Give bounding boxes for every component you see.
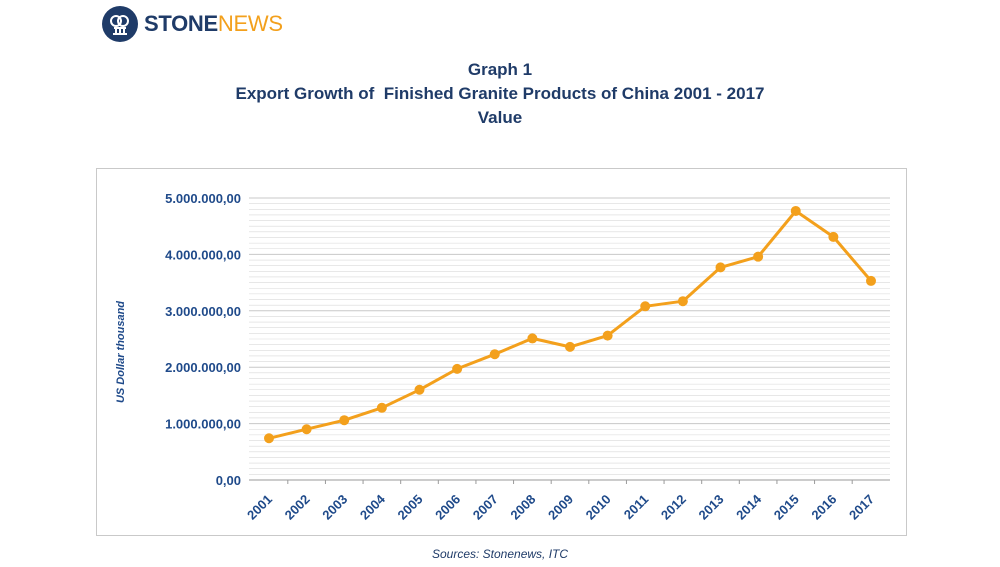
logo-wordmark-news: NEWS [217, 11, 283, 36]
y-tick-label: 1.000.000,00 [165, 417, 241, 432]
x-tick-label: 2013 [696, 492, 727, 523]
data-point [339, 415, 350, 426]
graph-number: Graph 1 [467, 60, 533, 79]
x-tick-label: 2009 [545, 492, 576, 523]
data-point [489, 349, 500, 360]
source-note: Sources: Stonenews, ITC [431, 547, 569, 561]
y-tick-labels: 0,00 1.000.000,00 2.000.000,00 3.000.000,00… [165, 191, 241, 488]
chart-title: Export Growth of Finished Granite Produc… [235, 84, 765, 103]
x-tick-label: 2011 [621, 492, 652, 523]
y-tick-label: 5.000.000,00 [165, 191, 241, 206]
data-point [301, 424, 312, 435]
x-tick-labels: 2001 2002 2003 2004 2005 2006 2007 2008 2009 2010… [244, 491, 877, 523]
series-revenue [264, 205, 876, 444]
x-tick-label: 2016 [808, 492, 839, 523]
x-tick-label: 2010 [583, 492, 614, 523]
data-point [602, 330, 613, 341]
data-point [565, 341, 575, 352]
y-tick-label: 2.000.000,00 [165, 360, 241, 375]
x-tick-label: 2006 [432, 492, 463, 523]
stonenews-logo-icon [102, 6, 138, 42]
chart-heading: Graph 1 Export Growth of Finished Granit… [0, 58, 1000, 130]
data-point [264, 433, 274, 444]
x-tick-label: 2012 [658, 492, 689, 523]
data-point [753, 251, 764, 262]
y-tick-label: 3.000.000,00 [165, 304, 241, 319]
x-tick-label: 2007 [470, 492, 501, 523]
x-tick-label: 2017 [846, 492, 877, 523]
data-point [452, 363, 463, 374]
data-point [715, 262, 726, 273]
axes [249, 479, 890, 484]
x-tick-label: 2005 [395, 492, 426, 523]
data-point [866, 275, 876, 286]
data-point [828, 231, 839, 242]
series-line [268, 209, 873, 440]
x-tick-label: 2014 [733, 491, 765, 523]
x-tick-label: 2001 [244, 492, 275, 523]
y-tick-label: 0,00 [216, 473, 241, 488]
data-point [640, 301, 651, 312]
x-tick-label: 2004 [357, 491, 389, 523]
grid-lines [249, 197, 890, 475]
x-tick-label: 2015 [771, 492, 802, 523]
x-tick-label: 2003 [319, 492, 350, 523]
stonenews-logo[interactable]: STONENEWS [102, 6, 283, 42]
logo-wordmark-stone: STONE [144, 11, 218, 36]
data-point [414, 384, 425, 395]
logo-wordmark: STONENEWS [144, 13, 283, 35]
x-tick-label: 2008 [507, 492, 538, 523]
data-point [527, 333, 538, 344]
data-point [677, 296, 688, 307]
chart-frame: 0,00 1.000.000,00 2.000.000,00 3.000.000,00… [96, 168, 907, 536]
x-tick-label: 2002 [282, 492, 313, 523]
chart-subtitle: Value [477, 108, 523, 127]
line-chart: 0,00 1.000.000,00 2.000.000,00 3.000.000,00… [115, 191, 890, 523]
y-axis-label: US Dollar thousand [115, 301, 127, 403]
y-tick-label: 4.000.000,00 [165, 247, 241, 262]
data-point [790, 205, 801, 216]
data-point [376, 402, 387, 413]
